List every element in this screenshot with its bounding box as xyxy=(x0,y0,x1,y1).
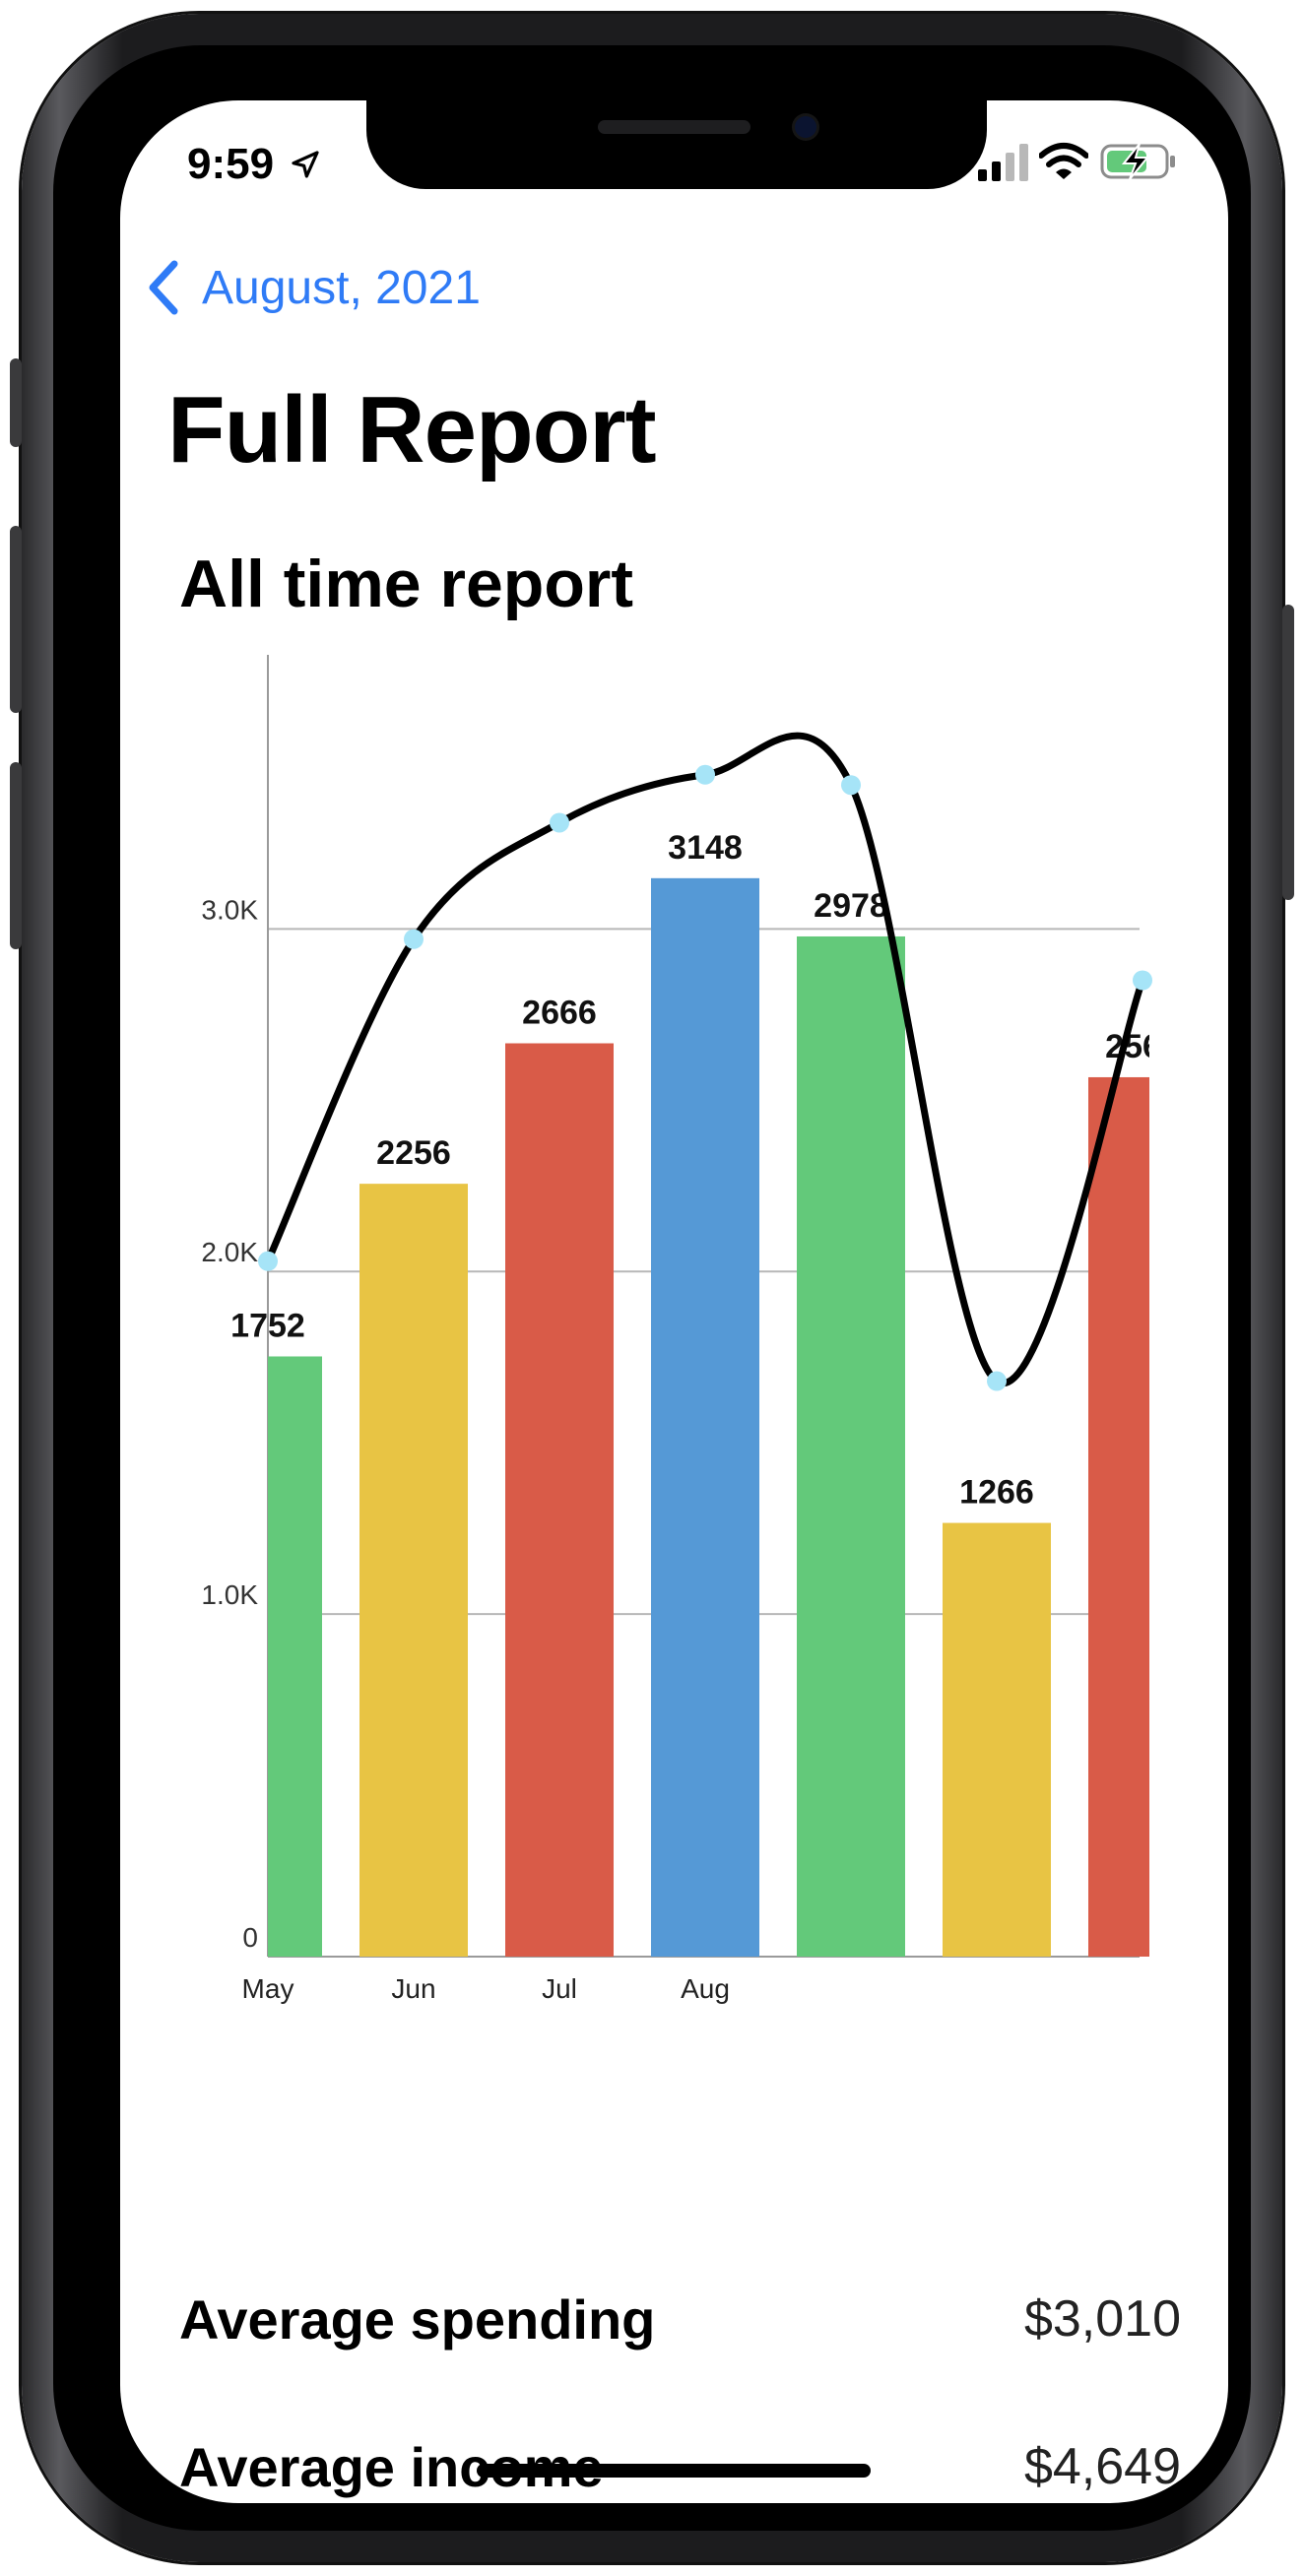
trend-point xyxy=(258,1251,278,1271)
bar xyxy=(1088,1076,1149,1957)
bar-value-label: 2567 xyxy=(1105,1028,1180,1065)
power-button xyxy=(1282,605,1294,900)
trend-point xyxy=(1133,970,1152,991)
stat-value: $3,010 xyxy=(1023,2290,1181,2348)
volume-up-button xyxy=(10,526,22,713)
x-tick-label: Jun xyxy=(391,1973,435,2004)
back-button-label: August, 2021 xyxy=(202,261,481,314)
location-arrow-icon xyxy=(292,151,319,178)
bar-value-label: 2978 xyxy=(814,887,888,925)
phone-frame: 9:59 xyxy=(10,14,1294,2562)
y-tick-label: 2.0K xyxy=(201,1237,258,1267)
plot-area: 1752 2256 2666 3148 2978 1266 2567 xyxy=(230,829,1180,1957)
stat-label: Average spending xyxy=(179,2287,656,2351)
status-time: 9:59 xyxy=(187,140,321,189)
bar xyxy=(943,1522,1051,1957)
trend-point xyxy=(841,775,861,796)
speaker-grille xyxy=(598,120,750,134)
trend-point xyxy=(404,929,424,949)
battery-charging-icon xyxy=(1100,143,1175,180)
home-indicator[interactable] xyxy=(477,2464,871,2478)
trend-point xyxy=(987,1371,1007,1391)
y-tick-label: 0 xyxy=(242,1922,258,1953)
bar xyxy=(797,935,905,1957)
y-tick-label: 1.0K xyxy=(201,1579,258,1610)
bar-value-label: 1752 xyxy=(230,1307,305,1344)
cellular-signal-icon xyxy=(978,144,1028,181)
bar xyxy=(651,877,759,1957)
bar-value-label: 2666 xyxy=(522,995,597,1032)
y-tick-label: 3.0K xyxy=(201,894,258,925)
bar xyxy=(268,1356,322,1957)
stat-row-spending: Average spending $3,010 xyxy=(179,2280,1181,2358)
wifi-icon xyxy=(1039,143,1088,179)
status-time-text: 9:59 xyxy=(187,140,275,188)
bar-value-label: 1266 xyxy=(959,1474,1034,1512)
x-tick-label: Aug xyxy=(681,1973,730,2004)
section-title: All time report xyxy=(179,547,633,621)
bar xyxy=(359,1184,468,1957)
x-tick-label: May xyxy=(242,1973,294,2004)
back-button[interactable]: August, 2021 xyxy=(145,253,481,322)
trend-point xyxy=(550,812,569,833)
stat-value: $4,649 xyxy=(1023,2438,1181,2495)
page-title: Full Report xyxy=(167,377,657,483)
bar-value-label: 3148 xyxy=(668,829,743,867)
bar-value-label: 2256 xyxy=(376,1134,451,1172)
report-chart: 0 1.0K 2.0K 3.0K 1752 2256 2666 3148 2978 1266 256… xyxy=(201,655,1180,2004)
camera-icon xyxy=(795,116,816,138)
bar xyxy=(505,1043,614,1957)
x-tick-label: Jul xyxy=(542,1973,577,2004)
chevron-left-icon xyxy=(149,260,178,315)
volume-down-button xyxy=(10,762,22,949)
trend-point xyxy=(695,764,715,785)
notch xyxy=(366,100,987,189)
silent-switch xyxy=(10,358,22,447)
screen: 9:59 xyxy=(120,100,1228,2503)
